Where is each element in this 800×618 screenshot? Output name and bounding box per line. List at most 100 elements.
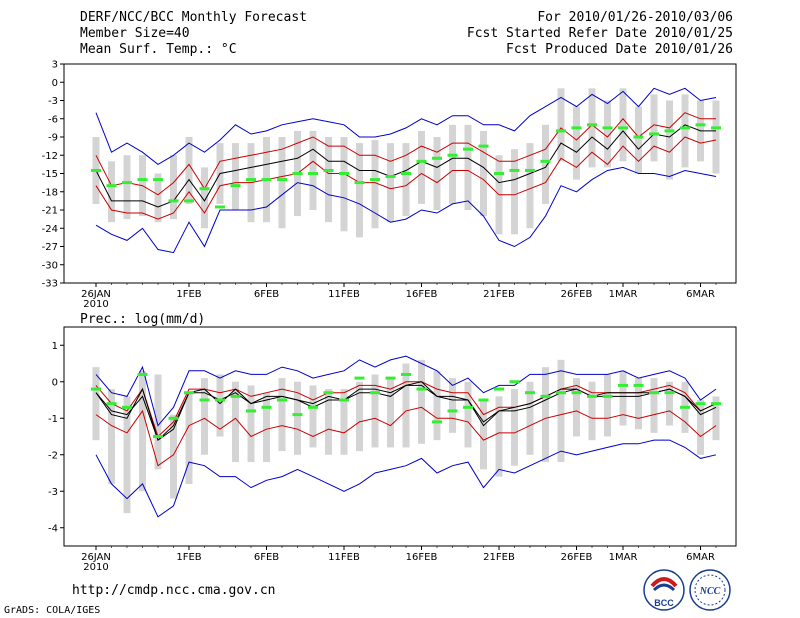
prec-spread-box xyxy=(557,359,565,463)
prec-spread-box xyxy=(154,374,162,470)
prec-spread-box xyxy=(511,389,518,466)
prec-plot-frame xyxy=(63,326,737,547)
prec-spread-box xyxy=(635,378,642,430)
prec-xtick-label: 6FEB xyxy=(254,552,279,563)
temp-spread-box xyxy=(604,100,611,168)
prec-xtick-label: 16FEB xyxy=(406,552,438,563)
prec-series-observed-mean xyxy=(95,381,717,442)
prec-series-spread-lower xyxy=(95,406,717,467)
temp-ytick-label: 0 xyxy=(52,78,58,89)
temp-spread-box xyxy=(619,88,627,162)
temp-xtick-label: 1MAR xyxy=(609,289,638,300)
bcc-logo-icon: BCC xyxy=(643,569,685,611)
prec-spread-box xyxy=(464,381,472,448)
prec-spread-box xyxy=(650,378,658,433)
temp-xtick-label: 16FEB xyxy=(406,289,438,300)
prec-spread-box xyxy=(232,381,239,463)
prec-spread-box xyxy=(108,389,115,484)
prec-spread-box xyxy=(185,392,193,484)
prec-ytick-label: 0 xyxy=(52,377,58,388)
prec-spread-box xyxy=(170,414,177,499)
prec-spread-box xyxy=(123,396,131,514)
temp-series-spread-lower xyxy=(95,136,717,220)
ncc-logo-text: NCC xyxy=(699,586,721,597)
temp-spread-box xyxy=(480,130,487,217)
prec-spread-box xyxy=(201,378,208,455)
temp-spread-box xyxy=(371,140,379,229)
prec-xtick-label: 26JAN xyxy=(81,552,111,563)
prec-spread-box xyxy=(697,400,704,455)
temp-spread-box xyxy=(542,124,549,204)
prec-spread-box xyxy=(604,374,611,437)
prec-spread-box xyxy=(433,370,441,441)
member-size: Member Size=40 xyxy=(80,26,190,41)
prec-spread-box xyxy=(666,381,673,426)
prec-spread-box xyxy=(92,367,100,441)
prec-spread-box xyxy=(371,374,379,448)
prec-spread-box xyxy=(449,378,456,433)
prec-spread-box xyxy=(542,367,549,463)
temp-spread-box xyxy=(526,143,534,229)
temp-series-ensemble-max xyxy=(95,87,717,166)
temp-spread-box xyxy=(325,137,332,223)
prec-xtick-sublabel: 2010 xyxy=(83,562,108,573)
temp-spread-box xyxy=(557,88,565,162)
prec-spread-box xyxy=(418,359,425,444)
temp-ytick-label: -33 xyxy=(42,279,58,290)
temp-xtick-label: 6MAR xyxy=(686,289,715,300)
temp-ytick-label: -12 xyxy=(42,151,58,162)
prec-spread-box xyxy=(619,370,627,426)
chart-title: DERF/NCC/BCC Monthly Forecast xyxy=(80,10,307,25)
temp-spread-box xyxy=(340,137,348,232)
temp-ytick-label: -27 xyxy=(42,242,58,253)
temp-spread-box xyxy=(402,143,410,217)
temp-spread-box xyxy=(681,94,689,168)
temp-ytick-label: 3 xyxy=(52,60,58,71)
temp-spread-box xyxy=(185,137,193,204)
temp-xtick-label: 26JAN xyxy=(81,289,111,300)
temp-spread-box xyxy=(712,100,720,174)
prec-spread-box xyxy=(573,378,580,437)
temp-spread-box xyxy=(588,88,596,168)
temp-spread-box xyxy=(387,143,394,223)
prec-spread-box xyxy=(139,370,146,492)
temp-xtick-label: 1FEB xyxy=(176,289,201,300)
temp-xtick-label: 21FEB xyxy=(483,289,515,300)
prec-ytick-label: 1 xyxy=(52,341,58,352)
source-url[interactable]: http://cmdp.ncc.cma.gov.cn xyxy=(72,583,276,598)
prec-spread-box xyxy=(263,392,270,463)
prec-spread-box xyxy=(294,381,301,455)
prec-xtick-label: 1FEB xyxy=(176,552,201,563)
prec-ytick-label: -1 xyxy=(48,414,58,425)
temp-spread-box xyxy=(650,94,658,162)
ncc-logo-icon: NCC xyxy=(689,569,731,611)
temp-spread-box xyxy=(170,155,177,220)
prec-xtick-label: 6MAR xyxy=(686,552,715,563)
temp-spread-box xyxy=(635,106,642,174)
temp-ytick-label: -30 xyxy=(42,260,58,271)
temp-series-spread-upper xyxy=(95,112,716,196)
temperature-panel: 3 0 -3 -6 -9 -12 -15 -18 -21 -24 -27 -30 -33 26JAN201… xyxy=(42,60,737,310)
prec-xtick-label: 21FEB xyxy=(483,552,515,563)
prec-xtick-label: 1MAR xyxy=(609,552,638,563)
temp-series-ensemble-min xyxy=(95,166,717,254)
prec-spread-box xyxy=(278,378,286,452)
grads-credit: GrADS: COLA/IGES xyxy=(4,605,101,616)
header-right: For 2010/01/26-2010/03/06 Fcst Started R… xyxy=(467,10,733,58)
temp-spread-box xyxy=(201,167,208,229)
temp-ytick-label: -3 xyxy=(48,96,58,107)
prec-spread-box xyxy=(247,385,255,463)
temp-ytick-label: -6 xyxy=(48,114,58,125)
temp-spread-box xyxy=(108,161,115,223)
forecast-period: For 2010/01/26-2010/03/06 xyxy=(537,10,733,25)
temp-ytick-label: -21 xyxy=(42,206,58,217)
temp-spread-box xyxy=(418,130,425,204)
prec-series-ensemble-min xyxy=(95,439,717,518)
temp-ytick-label: -18 xyxy=(42,187,58,198)
temp-spread-box xyxy=(666,100,673,180)
temp-spread-box xyxy=(433,137,441,210)
prec-spread-box xyxy=(712,396,720,441)
temp-xtick-sublabel: 2010 xyxy=(83,299,108,310)
